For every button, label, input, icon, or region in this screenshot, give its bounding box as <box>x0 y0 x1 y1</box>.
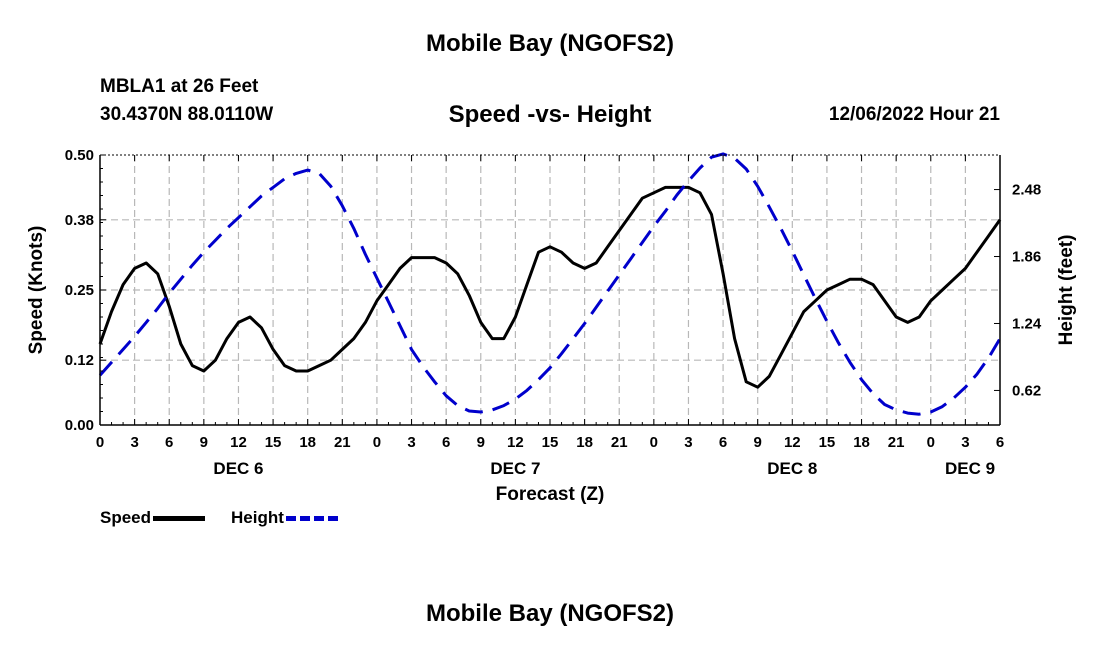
y-right-axis-title: Height (feet) <box>1056 235 1077 346</box>
x-tick-label: 21 <box>611 434 628 451</box>
date-label: DEC 6 <box>213 459 263 478</box>
y-right-tick-label: 1.24 <box>1012 315 1042 332</box>
y-left-tick-label: 0.25 <box>65 282 94 299</box>
axis-ticks <box>99 154 1001 426</box>
x-tick-label: 15 <box>265 434 282 451</box>
x-tick-label: 18 <box>576 434 593 451</box>
legend-height-swatch <box>285 515 338 521</box>
x-tick-label: 21 <box>334 434 351 451</box>
y-right-tick-label: 0.62 <box>1012 382 1041 399</box>
y-left-tick-label: 0.50 <box>65 147 94 164</box>
y-left-tick-label: 0.12 <box>65 352 94 369</box>
y-left-tick-label: 0.38 <box>65 212 94 229</box>
x-tick-label: 12 <box>784 434 801 451</box>
station-label: MBLA1 at 26 Feet <box>100 76 259 97</box>
legend-speed: Speed <box>100 508 206 528</box>
x-tick-label: 15 <box>819 434 836 451</box>
x-tick-label: 0 <box>650 434 658 451</box>
chart-subtitle: Speed -vs- Height <box>448 101 652 128</box>
x-tick-label: 18 <box>299 434 316 451</box>
y-right-tick-label: 2.48 <box>1012 182 1041 199</box>
y-right-tick-label: 1.86 <box>1012 249 1041 266</box>
date-label: DEC 9 <box>945 459 995 478</box>
x-tick-label: 18 <box>853 434 870 451</box>
x-tick-label: 9 <box>754 434 762 451</box>
x-tick-label: 6 <box>719 434 727 451</box>
x-tick-label: 12 <box>507 434 524 451</box>
x-tick-label: 15 <box>542 434 559 451</box>
chart-title: Mobile Bay (NGOFS2) <box>425 30 675 57</box>
legend-height-label: Height <box>231 508 284 527</box>
forecast-datetime: 12/06/2022 Hour 21 <box>828 104 1000 125</box>
footer-title: Mobile Bay (NGOFS2) <box>425 600 675 627</box>
series-lines <box>98 152 1002 416</box>
x-tick-label: 6 <box>442 434 450 451</box>
x-tick-label: 9 <box>477 434 485 451</box>
x-tick-label: 0 <box>96 434 104 451</box>
x-tick-label: 6 <box>996 434 1004 451</box>
legend-speed-label: Speed <box>100 508 152 527</box>
x-tick-label: 3 <box>961 434 969 451</box>
speed-height-chart: 0 3 6 9 12 15 18 21 0 3 6 9 12 15 18 21 0 3 6 9 12 15 18 21 0 3 6 0… <box>26 147 1077 505</box>
date-label: DEC 7 <box>490 459 540 478</box>
x-tick-label: 0 <box>927 434 935 451</box>
series-speed-line <box>98 185 1002 389</box>
x-tick-label: 6 <box>165 434 173 451</box>
x-tick-label: 21 <box>888 434 905 451</box>
x-tick-label: 3 <box>684 434 692 451</box>
x-tick-label: 0 <box>373 434 381 451</box>
y-left-tick-label: 0.00 <box>65 417 94 434</box>
series-height-line <box>98 152 1002 416</box>
legend-speed-swatch <box>153 515 206 521</box>
date-label: DEC 8 <box>767 459 817 478</box>
x-tick-label: 3 <box>407 434 415 451</box>
y-left-axis-title: Speed (Knots) <box>26 226 47 355</box>
legend-height: Height <box>231 508 338 528</box>
axis-labels: 0 3 6 9 12 15 18 21 0 3 6 9 12 15 18 21 0 3 6 9 12 15 18 21 0 3 6 0… <box>26 147 1077 505</box>
x-tick-label: 12 <box>230 434 247 451</box>
coordinates-label: 30.4370N 88.0110W <box>100 104 274 125</box>
x-tick-label: 3 <box>130 434 138 451</box>
x-axis-title: Forecast (Z) <box>496 484 605 505</box>
x-tick-label: 9 <box>200 434 208 451</box>
